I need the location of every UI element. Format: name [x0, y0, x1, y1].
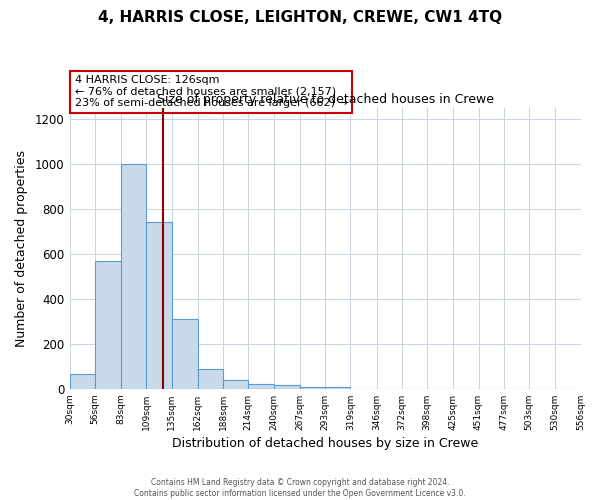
Bar [95, 261, 121, 389]
Bar [146, 222, 172, 389]
Bar [300, 386, 325, 389]
Bar [223, 380, 248, 389]
Text: 4, HARRIS CLOSE, LEIGHTON, CREWE, CW1 4TQ: 4, HARRIS CLOSE, LEIGHTON, CREWE, CW1 4T… [98, 10, 502, 25]
Bar [121, 164, 146, 389]
Bar [325, 386, 350, 389]
Bar [172, 319, 198, 389]
X-axis label: Distribution of detached houses by size in Crewe: Distribution of detached houses by size … [172, 437, 478, 450]
Bar [274, 386, 300, 389]
Y-axis label: Number of detached properties: Number of detached properties [15, 150, 28, 347]
Bar [248, 384, 274, 389]
Bar [70, 374, 95, 389]
Text: 4 HARRIS CLOSE: 126sqm
← 76% of detached houses are smaller (2,157)
23% of semi-: 4 HARRIS CLOSE: 126sqm ← 76% of detached… [74, 75, 347, 108]
Title: Size of property relative to detached houses in Crewe: Size of property relative to detached ho… [157, 92, 494, 106]
Text: Contains HM Land Registry data © Crown copyright and database right 2024.
Contai: Contains HM Land Registry data © Crown c… [134, 478, 466, 498]
Bar [198, 368, 223, 389]
